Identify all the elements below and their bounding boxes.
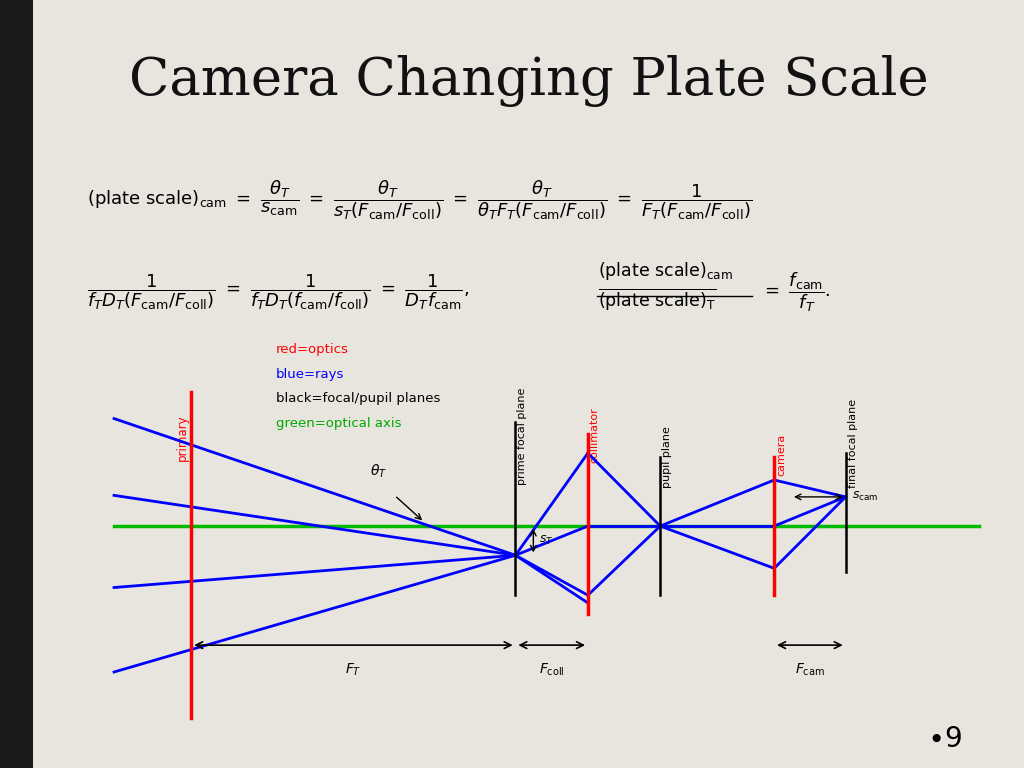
Text: $\bullet$9: $\bullet$9 — [927, 725, 963, 753]
Text: green=optical axis: green=optical axis — [275, 417, 401, 430]
Text: $F_\mathrm{cam}$: $F_\mathrm{cam}$ — [795, 662, 825, 678]
Text: $=\ \dfrac{f_\mathrm{cam}}{f_T}.$: $=\ \dfrac{f_\mathrm{cam}}{f_T}.$ — [761, 270, 831, 313]
Text: $\dfrac{1}{f_T D_T(F_\mathrm{cam}/F_\mathrm{coll})}$$\ =\ \dfrac{1}{f_T D_T(f_\m: $\dfrac{1}{f_T D_T(F_\mathrm{cam}/F_\mat… — [87, 272, 469, 312]
Text: final focal plane: final focal plane — [848, 399, 857, 488]
Text: pupil plane: pupil plane — [663, 426, 672, 488]
Text: Camera Changing Plate Scale: Camera Changing Plate Scale — [128, 55, 929, 107]
Text: camera: camera — [776, 434, 786, 476]
Text: $F_T$: $F_T$ — [345, 662, 361, 678]
Text: blue=rays: blue=rays — [275, 368, 344, 381]
Text: $F_\mathrm{coll}$: $F_\mathrm{coll}$ — [539, 662, 564, 678]
Text: $s_T$: $s_T$ — [540, 534, 554, 548]
Text: $s_\mathrm{cam}$: $s_\mathrm{cam}$ — [852, 490, 878, 504]
Text: $\mathrm{(plate\ scale)_{cam}}$
$\overline{\mathrm{(plate\ scale)_T}}$: $\mathrm{(plate\ scale)_{cam}}$ $\overli… — [598, 260, 733, 312]
Text: red=optics: red=optics — [275, 343, 348, 356]
Text: collimator: collimator — [590, 407, 600, 463]
Text: primary: primary — [176, 414, 189, 461]
Text: black=focal/pupil planes: black=focal/pupil planes — [275, 392, 440, 406]
Text: $\mathrm{(plate\ scale)_{cam}}$$\ =\ \dfrac{\theta_T}{s_\mathrm{cam}}$$\ =\ \dfr: $\mathrm{(plate\ scale)_{cam}}$$\ =\ \df… — [87, 178, 753, 221]
Text: prime focal plane: prime focal plane — [517, 388, 527, 485]
Text: $\theta_T$: $\theta_T$ — [370, 462, 387, 480]
